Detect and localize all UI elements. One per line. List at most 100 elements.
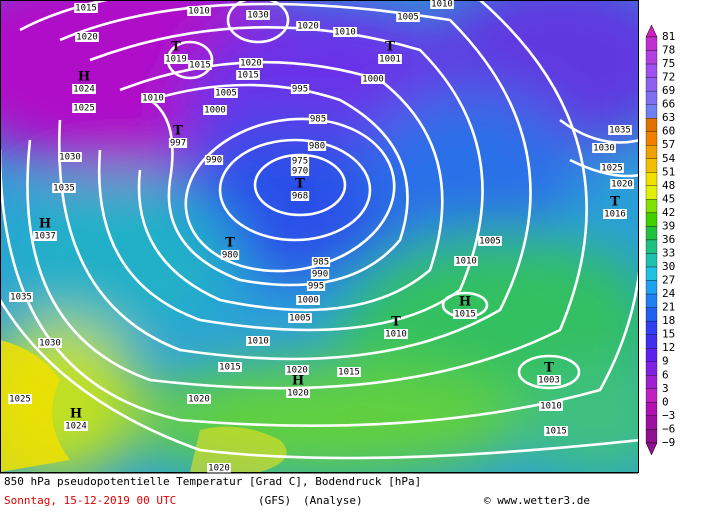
center-pressure: 1024	[65, 422, 87, 432]
label-box	[361, 74, 385, 84]
label-box	[38, 338, 62, 348]
colorbar-label: 18	[662, 314, 675, 327]
isobar-label: 1025	[73, 104, 95, 114]
isobar-label: 1020	[297, 22, 319, 32]
isobar-label: 1010	[455, 257, 477, 267]
isobar-label: 1010	[142, 94, 164, 104]
isobar-label: 1025	[601, 164, 623, 174]
center-symbol: T	[391, 315, 401, 330]
isobars	[1, 1, 638, 460]
colorbar-swatch	[645, 172, 658, 186]
isobar-label: 985	[310, 115, 326, 125]
label-box	[164, 54, 188, 64]
center-symbol: H	[292, 374, 304, 389]
isobar-label: 1020	[76, 33, 98, 43]
colorbar-label: 39	[662, 219, 675, 232]
colorbar-swatch	[645, 36, 658, 51]
label-box	[75, 32, 99, 42]
colorbar-swatch	[645, 266, 658, 281]
isobar-label: 1005	[397, 13, 419, 23]
colorbar-label: 66	[662, 98, 675, 111]
label-box	[378, 54, 402, 64]
isobar-label: 1020	[208, 464, 230, 474]
label-box	[288, 313, 312, 323]
center-symbol: H	[459, 295, 471, 310]
colorbar-label: 72	[662, 71, 675, 84]
label-box	[337, 367, 361, 377]
label-box	[74, 3, 98, 13]
center-symbol: T	[295, 177, 305, 192]
center-pressure: 1001	[379, 55, 401, 65]
colorbar-label: 63	[662, 111, 675, 124]
label-box	[203, 105, 227, 115]
isobar-label: 990	[206, 156, 222, 166]
colorbar-swatch	[645, 307, 658, 322]
colorbar-label: 60	[662, 125, 675, 138]
label-box	[544, 426, 568, 436]
colorbar-label: 42	[662, 206, 675, 219]
label-box	[187, 6, 211, 16]
colorbar-swatch	[645, 429, 658, 444]
label-box	[236, 70, 260, 80]
label-box	[306, 281, 326, 291]
isobar-label: 1005	[215, 89, 237, 99]
isobar-label: 1010	[247, 337, 269, 347]
center-pressure: 997	[170, 139, 186, 149]
center-pressure: 1010	[385, 330, 407, 340]
colorbar-top-arrow	[645, 24, 658, 38]
footer-model: (GFS)	[258, 494, 291, 507]
label-box	[308, 114, 328, 124]
center-pressure: 1015	[454, 310, 476, 320]
colorbar-swatch	[645, 158, 658, 173]
colorbar-swatch	[645, 63, 658, 78]
label-box	[58, 152, 82, 162]
center-pressure: 1037	[34, 232, 56, 242]
isobar-label: 1015	[338, 368, 360, 378]
center-symbol: T	[225, 236, 235, 251]
label-box	[64, 421, 88, 431]
label-box	[218, 362, 242, 372]
isobar-label: 970	[292, 167, 308, 177]
isobar-label: 1035	[10, 293, 32, 303]
label-box	[187, 394, 211, 404]
center-pressure: 968	[292, 192, 308, 202]
colorbar-swatch	[645, 402, 658, 416]
isobar-label: 1025	[9, 395, 31, 405]
center-pressure: 1016	[604, 210, 626, 220]
label-box	[610, 179, 634, 189]
colorbar-bottom-arrow	[645, 442, 658, 456]
isobar-label: 1010	[540, 402, 562, 412]
footer-title: 850 hPa pseudopotentielle Temperatur [Gr…	[4, 475, 421, 488]
label-box	[246, 336, 270, 346]
isobar-label: 1000	[362, 75, 384, 85]
label-box	[478, 236, 502, 246]
colorbar-swatch	[645, 50, 658, 65]
colorbar-label: 12	[662, 341, 675, 354]
label-box	[239, 58, 263, 68]
colorbar-label: 48	[662, 179, 675, 192]
colorbar-swatch	[645, 77, 658, 92]
label-box	[453, 309, 477, 319]
colorbar-swatch	[645, 145, 658, 159]
colorbar-label: −3	[662, 409, 675, 422]
isobar-label: 1015	[237, 71, 259, 81]
center-symbol: T	[385, 40, 395, 55]
label-box	[33, 231, 57, 241]
center-symbol: T	[173, 124, 183, 139]
colorbar: 8178757269666360575451484542393633302724…	[645, 24, 676, 456]
footer-credit: © www.wetter3.de	[484, 494, 590, 507]
colorbar-swatch	[645, 375, 658, 389]
center-symbol: H	[70, 407, 82, 422]
isobar-label: 980	[309, 142, 325, 152]
label-box	[207, 463, 231, 473]
isobar-label: 1015	[75, 4, 97, 14]
label-box	[141, 93, 165, 103]
isobar-label: 1035	[53, 184, 75, 194]
label-box	[290, 156, 310, 166]
colorbar-swatch	[645, 226, 658, 241]
footer-date: Sonntag, 15-12-2019 00 UTC	[4, 494, 176, 507]
label-box	[286, 388, 310, 398]
label-box	[204, 155, 224, 165]
colorbar-swatch	[645, 90, 658, 105]
colorbar-label: −6	[662, 422, 675, 435]
